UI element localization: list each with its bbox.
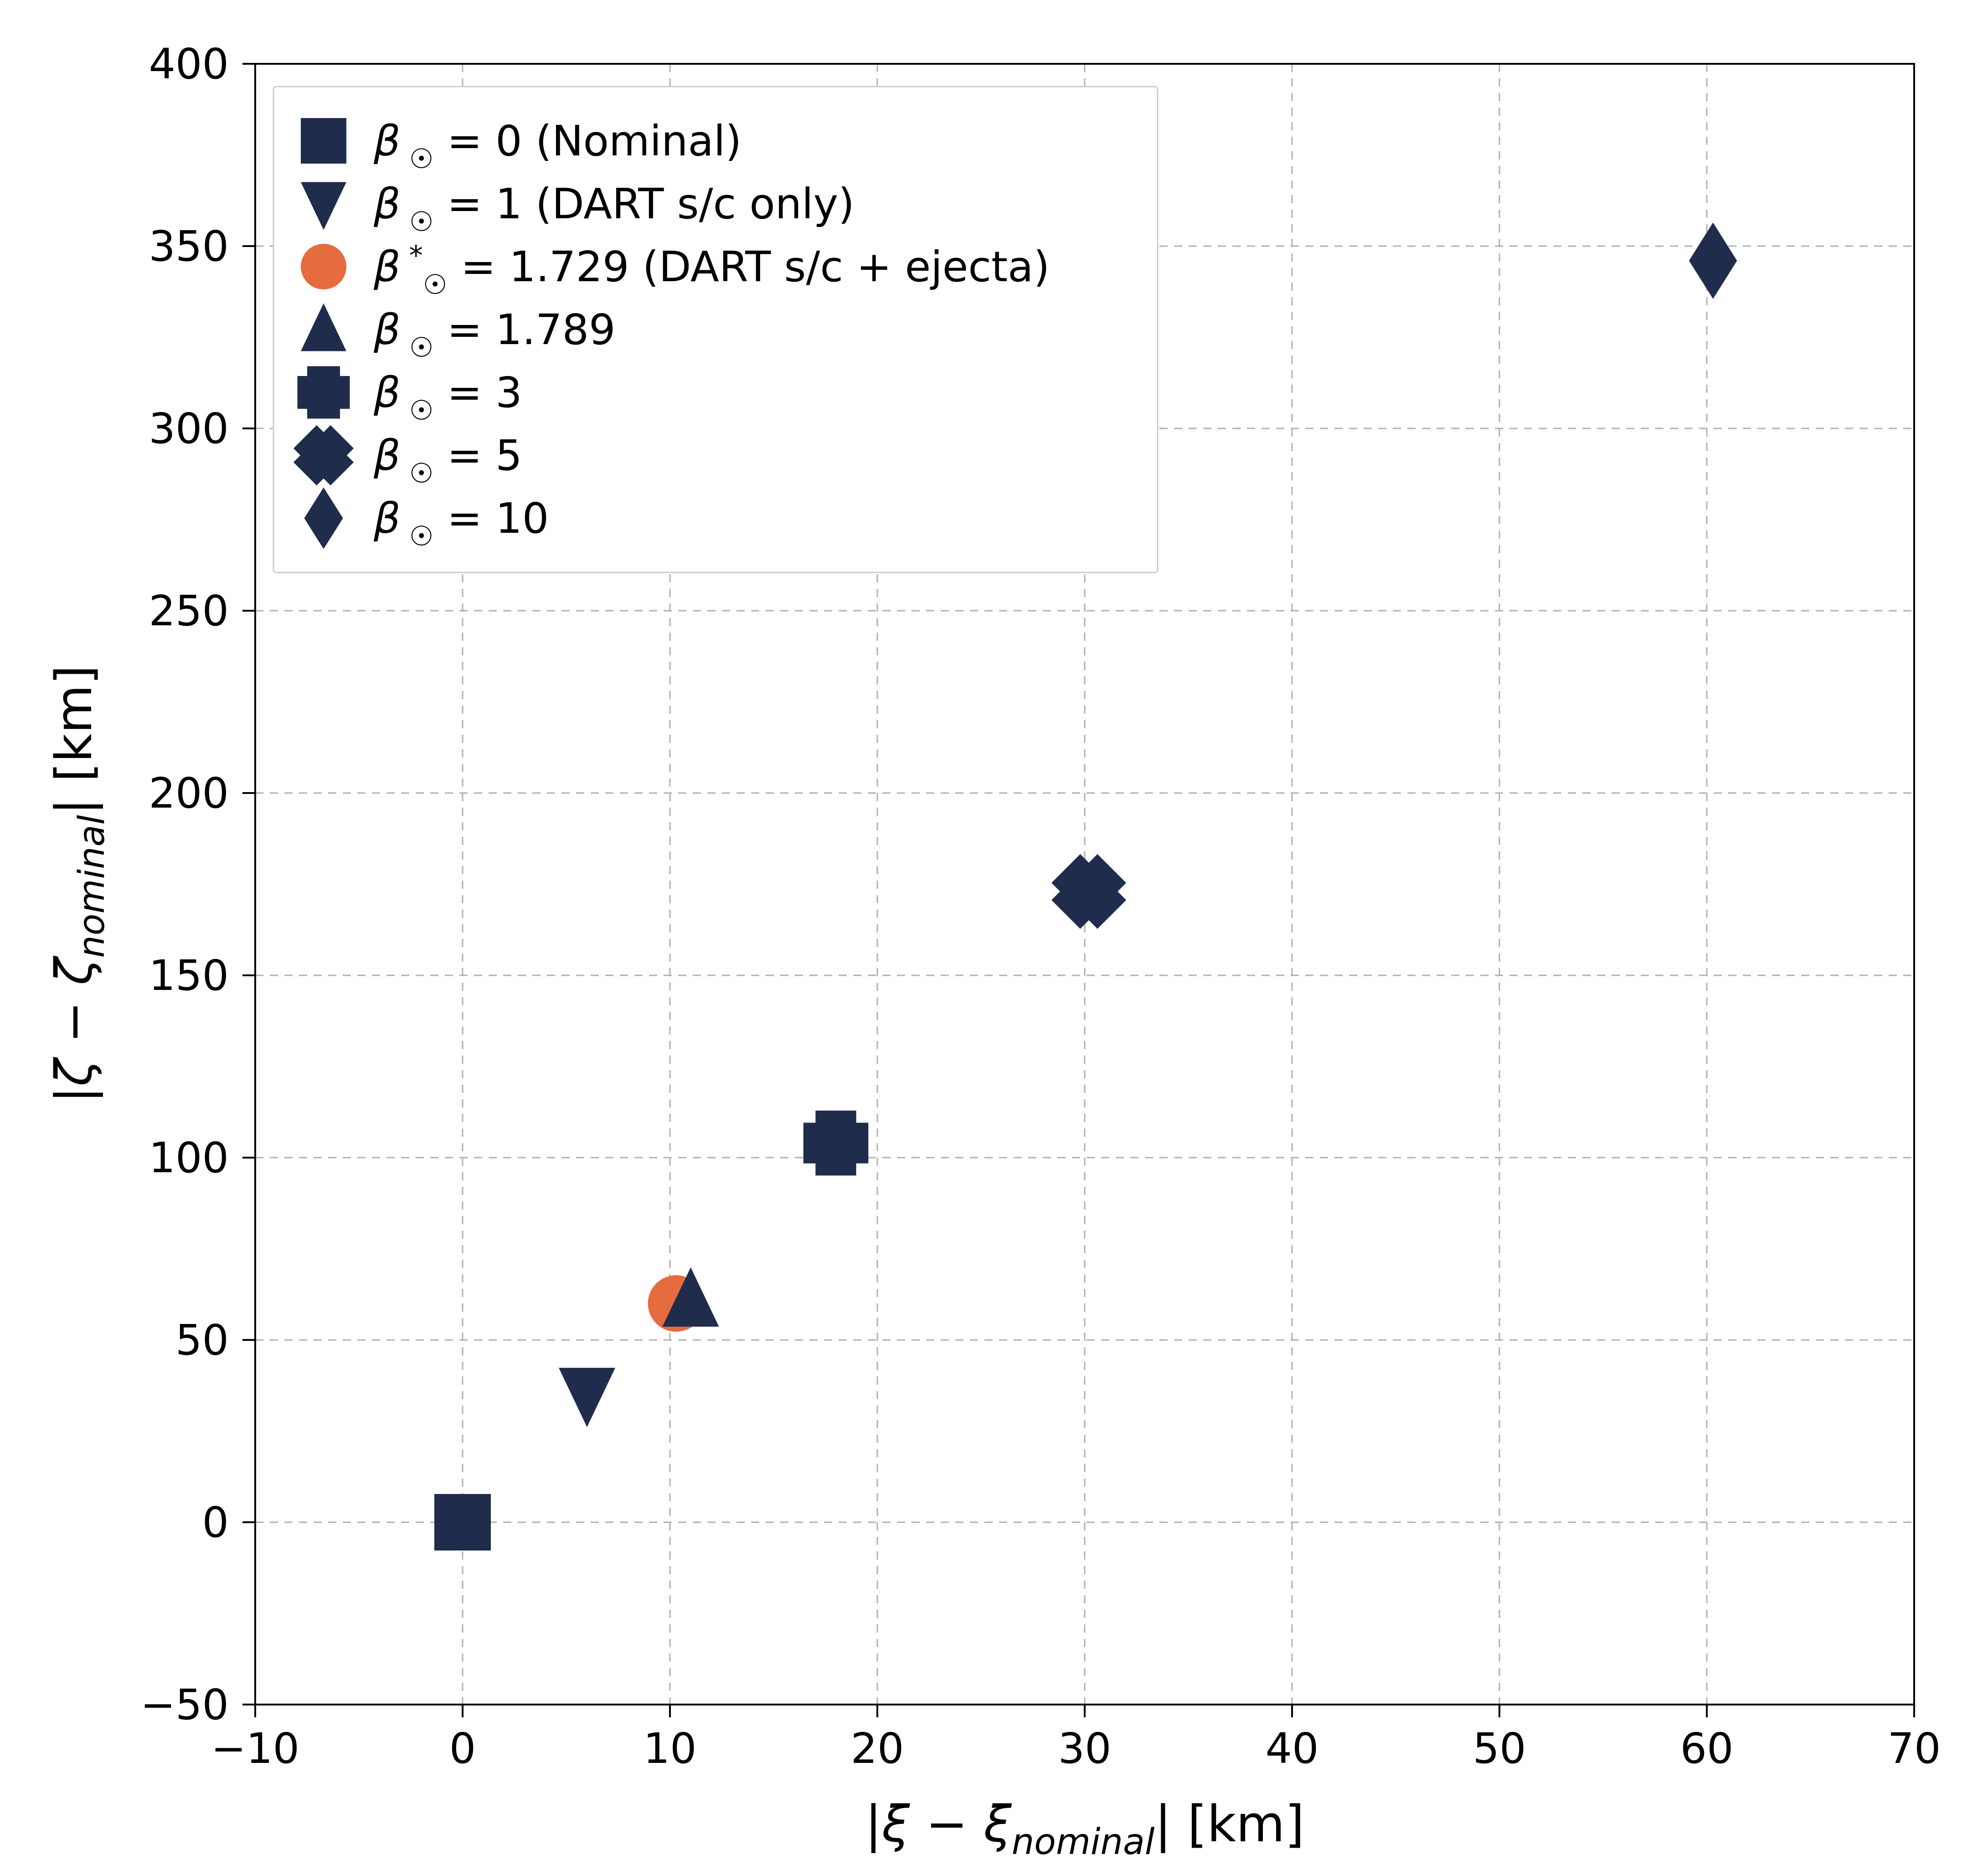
point-beta0 bbox=[434, 1494, 491, 1550]
x-tick-label: −10 bbox=[211, 1724, 299, 1773]
y-tick-label: 0 bbox=[202, 1498, 229, 1547]
x-tick-label: 10 bbox=[643, 1724, 696, 1773]
y-tick-label: 100 bbox=[149, 1133, 229, 1182]
chart-container: −10 0 10 20 30 40 50 60 70 −50 0 50 100 150 200 250 300 3… bbox=[0, 0, 1988, 1875]
marker-square-icon bbox=[434, 1494, 491, 1550]
marker-square-icon bbox=[301, 118, 346, 164]
y-tick-label: 400 bbox=[149, 40, 229, 88]
y-tick-label: 200 bbox=[149, 769, 229, 818]
scatter-chart: −10 0 10 20 30 40 50 60 70 −50 0 50 100 150 200 250 300 3… bbox=[0, 0, 1988, 1875]
y-tick-label: 350 bbox=[149, 222, 229, 271]
y-tick-label: 50 bbox=[175, 1316, 229, 1365]
y-tick-label: −50 bbox=[140, 1680, 229, 1729]
y-tick-label: 250 bbox=[149, 587, 229, 635]
x-tick-label: 0 bbox=[449, 1724, 476, 1773]
x-tick-label: 20 bbox=[850, 1724, 904, 1773]
y-tick-label: 300 bbox=[149, 404, 229, 453]
marker-circle-icon bbox=[301, 244, 346, 289]
y-tick-label: 150 bbox=[149, 951, 229, 1000]
x-tick-label: 60 bbox=[1680, 1724, 1733, 1773]
x-tick-label: 50 bbox=[1473, 1724, 1526, 1773]
x-tick-label: 40 bbox=[1265, 1724, 1318, 1773]
legend: β ☉ = 0 (Nominal)β ☉ = 1 (DART s/c only)… bbox=[273, 87, 1158, 572]
x-tick-label: 70 bbox=[1887, 1724, 1941, 1773]
x-tick-label: 30 bbox=[1058, 1724, 1111, 1773]
